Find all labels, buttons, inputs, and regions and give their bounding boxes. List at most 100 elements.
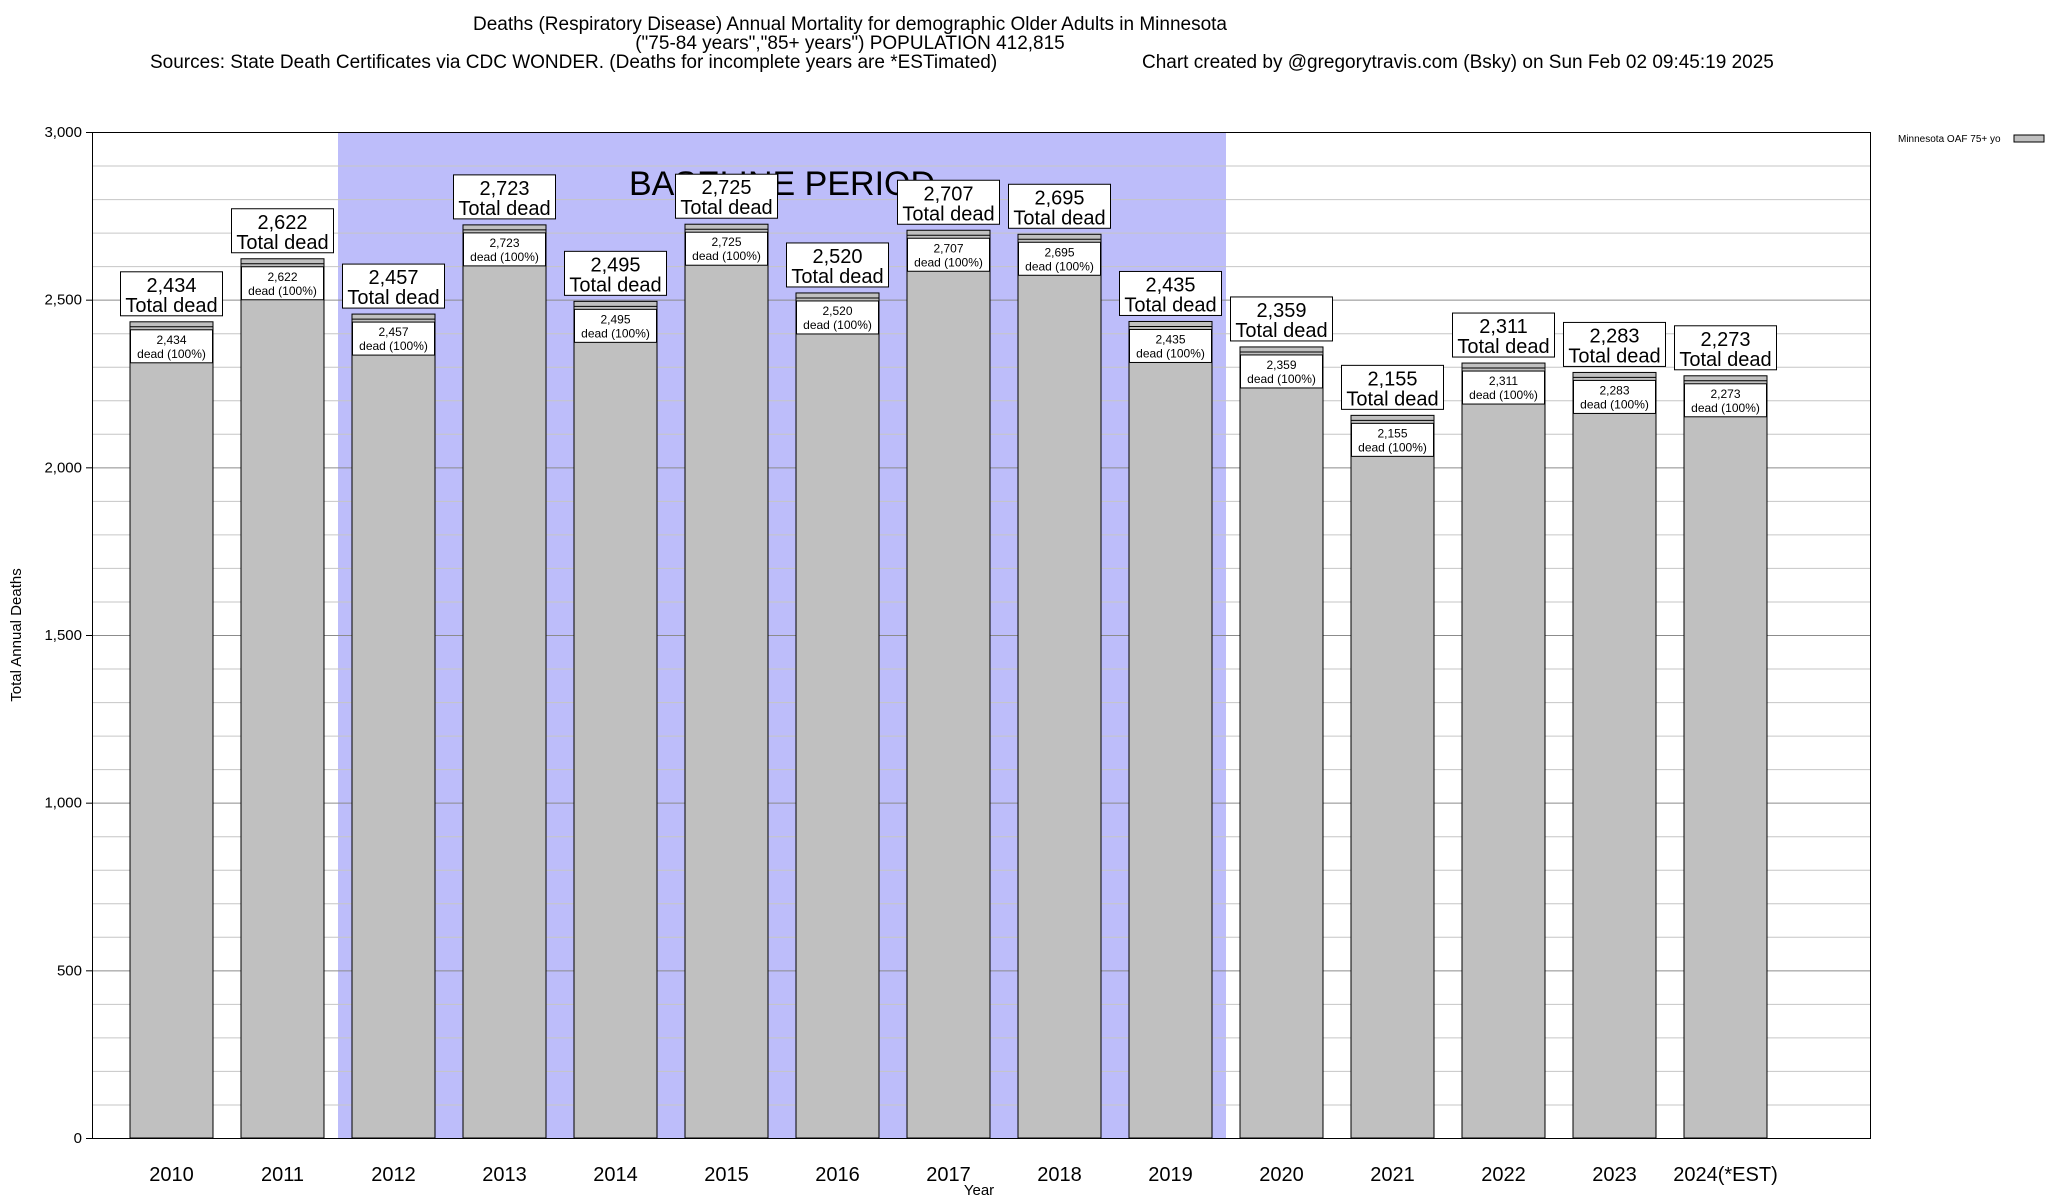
- plot-frame: [92, 132, 1871, 1139]
- total-value-label: 2,707: [923, 183, 973, 205]
- total-label-box: [1563, 321, 1666, 367]
- inner-label-box: [796, 300, 879, 335]
- inner-value-label: 2,273: [1710, 387, 1740, 401]
- y-tick-label: 2,500: [44, 292, 82, 309]
- inner-percent-label: dead (100%): [470, 250, 539, 264]
- total-value-label: 2,155: [1367, 368, 1417, 390]
- inner-value-label: 2,435: [1155, 332, 1185, 346]
- bar-2021: [1350, 414, 1435, 1139]
- total-value-label: 2,495: [590, 254, 640, 276]
- inner-value-label: 2,311: [1489, 374, 1518, 388]
- total-value-label: 2,434: [146, 275, 196, 297]
- legend-label: Minnesota OAF 75+ yo: [1898, 134, 2001, 145]
- x-tick-label: 2021: [1370, 1164, 1415, 1186]
- total-dead-label: Total dead: [1235, 320, 1327, 342]
- inner-percent-label: dead (100%): [137, 347, 206, 361]
- inner-label-box: [463, 232, 546, 267]
- inner-value-label: 2,359: [1266, 358, 1296, 372]
- total-dead-label: Total dead: [1457, 336, 1549, 358]
- inner-label-box: [1018, 241, 1101, 276]
- inner-value-label: 2,622: [267, 270, 297, 284]
- total-dead-label: Total dead: [1124, 294, 1216, 316]
- chart-header: Deaths (Respiratory Disease) Annual Mort…: [0, 0, 2048, 80]
- x-tick-label: 2011: [261, 1164, 304, 1186]
- axes-layer: 2010 2011 2012 2013 2014 2015 2016 2017 2018 2019…: [8, 124, 1871, 1199]
- total-value-label: 2,283: [1589, 325, 1639, 347]
- inner-percent-label: dead (100%): [1691, 401, 1760, 415]
- total-label-box: [453, 174, 556, 220]
- x-tick-label: 2013: [482, 1164, 527, 1186]
- x-tick-label: 2016: [815, 1164, 860, 1186]
- total-value-label: 2,311: [1479, 316, 1528, 338]
- inner-percent-label: dead (100%): [248, 284, 317, 298]
- total-label-box: [1674, 325, 1777, 371]
- inner-percent-label: dead (100%): [692, 249, 761, 263]
- total-label-box: [1341, 364, 1444, 410]
- x-tick-label: 2017: [926, 1164, 971, 1186]
- bar-2017: [906, 229, 991, 1139]
- total-label-box: [786, 242, 889, 288]
- total-label-box: [1230, 296, 1333, 342]
- bar-2011: [240, 258, 325, 1139]
- bars-layer: [129, 223, 1768, 1139]
- total-value-label: 2,359: [1256, 300, 1306, 322]
- bar-2022: [1461, 362, 1546, 1139]
- total-value-label: 2,695: [1034, 187, 1084, 209]
- inner-percent-label: dead (100%): [914, 255, 983, 269]
- inner-value-label: 2,723: [489, 236, 519, 250]
- bar-2016: [795, 292, 880, 1139]
- total-label-box: [564, 250, 667, 296]
- total-dead-label: Total dead: [236, 232, 328, 254]
- chart-subtitle: ("75-84 years","85+ years") POPULATION 4…: [635, 33, 1065, 54]
- bar-2014: [573, 300, 658, 1139]
- baseline-period-label: BASELINE PERIOD: [629, 165, 935, 203]
- inner-value-label: 2,434: [156, 333, 186, 347]
- y-tick-label: 2,000: [44, 459, 82, 476]
- inner-percent-label: dead (100%): [1025, 259, 1094, 273]
- chart-credit: Chart created by @gregorytravis.com (Bsk…: [1142, 52, 1774, 73]
- total-label-box: [1119, 270, 1222, 316]
- total-dead-label: Total dead: [1013, 207, 1105, 229]
- total-value-label: 2,520: [812, 246, 862, 268]
- inner-percent-label: dead (100%): [1247, 372, 1316, 386]
- inner-value-label: 2,707: [933, 241, 963, 255]
- y-tick-label: 1,000: [44, 795, 82, 812]
- inner-value-label: 2,725: [711, 235, 741, 249]
- x-tick-label: 2010: [149, 1164, 194, 1186]
- bar-2010: [129, 321, 214, 1139]
- total-dead-label: Total dead: [458, 198, 550, 220]
- x-tick-label: 2012: [371, 1164, 416, 1186]
- inner-label-box: [907, 237, 990, 272]
- total-dead-label: Total dead: [347, 287, 439, 309]
- x-tick-label: 2014: [593, 1164, 638, 1186]
- bar-2015: [684, 223, 769, 1139]
- y-tick-label: 3,000: [44, 124, 82, 141]
- inner-label-box: [1573, 379, 1656, 414]
- total-dead-label: Total dead: [902, 203, 994, 225]
- total-label-box: [231, 208, 334, 254]
- total-value-label: 2,457: [368, 267, 418, 289]
- chart-sources: Sources: State Death Certificates via CD…: [150, 52, 998, 73]
- inner-percent-label: dead (100%): [1469, 388, 1538, 402]
- inner-label-box: [352, 321, 435, 356]
- inner-label-box: [1462, 370, 1545, 405]
- inner-value-label: 2,495: [600, 312, 630, 326]
- total-value-label: 2,273: [1700, 329, 1750, 351]
- bar-2019: [1128, 320, 1213, 1139]
- x-tick-label: 2022: [1481, 1164, 1526, 1186]
- total-value-label: 2,622: [257, 212, 307, 234]
- total-dead-label: Total dead: [125, 295, 217, 317]
- x-tick-label: 2024(*EST): [1673, 1164, 1778, 1186]
- y-tick-label: 500: [57, 962, 82, 979]
- total-label-box: [675, 173, 778, 219]
- x-tick-label: 2018: [1037, 1164, 1082, 1186]
- total-label-box: [342, 263, 445, 309]
- inner-label-box: [241, 266, 324, 301]
- inner-value-label: 2,155: [1377, 426, 1407, 440]
- inner-label-box: [1684, 383, 1767, 418]
- total-value-label: 2,723: [479, 178, 529, 200]
- inner-value-label: 2,283: [1599, 383, 1629, 397]
- total-value-label: 2,435: [1145, 274, 1195, 296]
